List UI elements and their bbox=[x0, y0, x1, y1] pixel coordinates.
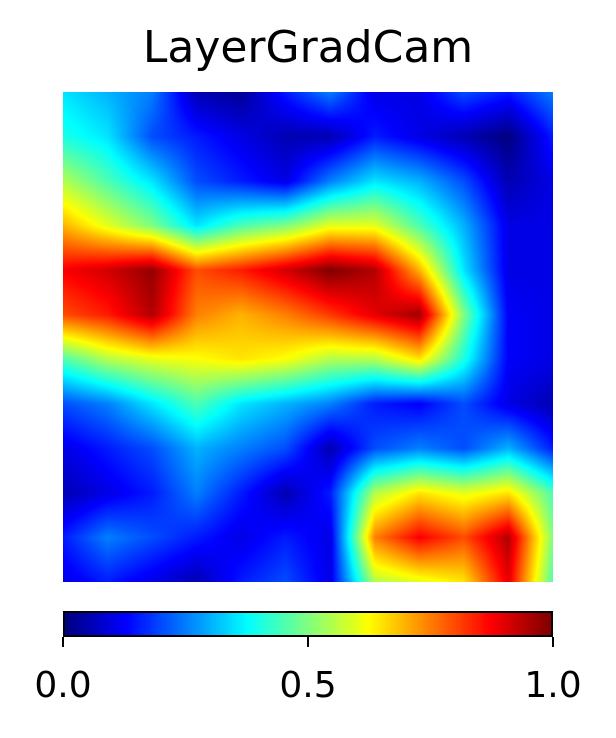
colorbar-tick bbox=[552, 637, 554, 647]
colorbar-tick bbox=[307, 637, 309, 647]
chart-title: LayerGradCam bbox=[142, 22, 474, 73]
colorbar-tick-label: 0.0 bbox=[34, 665, 92, 706]
heatmap-canvas bbox=[63, 92, 553, 582]
colorbar-tick bbox=[62, 637, 64, 647]
colorbar-gradient bbox=[65, 613, 551, 635]
heatmap bbox=[63, 92, 553, 582]
colorbar-tick-label: 0.5 bbox=[279, 665, 337, 706]
colorbar-tick-label: 1.0 bbox=[524, 665, 582, 706]
colorbar bbox=[63, 611, 553, 637]
